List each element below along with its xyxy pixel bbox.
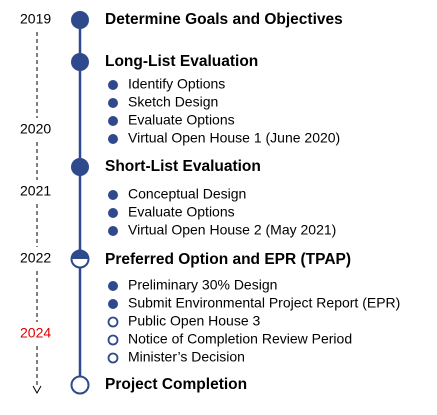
item: Notice of Completion Review Period [128,331,352,347]
item: Virtual Open House 1 (June 2020) [128,130,340,146]
milestone [70,375,90,395]
item: Virtual Open House 2 (May 2021) [128,222,336,238]
item: Identify Options [128,76,225,92]
bullet [108,80,118,90]
year: 2022 [20,250,51,266]
milestone [71,53,89,71]
stage-title: Long-List Evaluation [105,53,258,70]
bullet [107,316,119,328]
item: Evaluate Options [128,112,235,128]
year: 2020 [20,121,51,137]
bullet [108,226,118,236]
bullet [108,134,118,144]
milestone [71,11,89,29]
milestone [70,249,90,269]
item: Public Open House 3 [128,313,261,329]
bullet [108,190,118,200]
bullet [107,334,119,346]
stage-title: Preferred Option and EPR (TPAP) [105,251,351,268]
item: Minister’s Decision [128,349,245,365]
bullets-open [107,316,119,364]
item: Conceptual Design [128,186,246,202]
bullet [108,116,118,126]
year: 2021 [20,183,51,199]
milestone [71,158,89,176]
item: Evaluate Options [128,204,235,220]
item: Preliminary 30% Design [128,277,277,293]
bullet [108,98,118,108]
bullets [108,80,118,309]
item: Submit Environmental Project Report (EPR… [128,295,400,311]
bullet [107,352,119,364]
bullet [108,281,118,291]
stage-title: Determine Goals and Objectives [105,11,343,28]
year: 2024 [20,325,51,341]
year-axis [32,32,42,395]
item: Sketch Design [128,94,218,110]
stage-title: Short-List Evaluation [105,158,261,175]
bullet [108,299,118,309]
bullet [108,208,118,218]
stage-title: Project Completion [105,376,247,393]
year: 2019 [20,11,51,27]
